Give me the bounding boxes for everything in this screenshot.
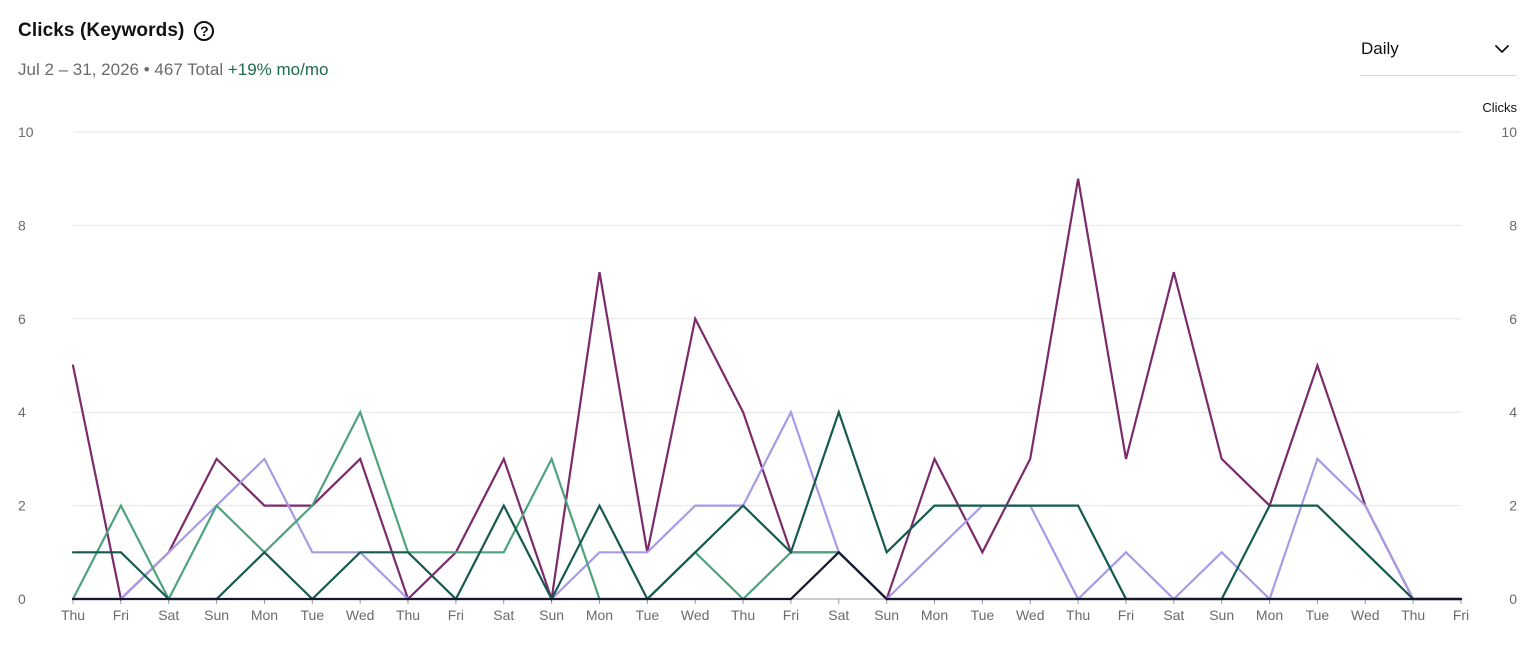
series-line-5: [71, 550, 1463, 601]
x-tick-label: Tue: [636, 607, 660, 623]
y-tick-label-right: 4: [1509, 404, 1517, 420]
granularity-dropdown[interactable]: Daily: [1360, 34, 1517, 76]
series-line-1: [71, 178, 1463, 602]
y-tick-label-right: 6: [1509, 311, 1517, 327]
x-tick-label: Fri: [1453, 607, 1469, 623]
x-tick-label: Thu: [1401, 607, 1425, 623]
x-tick-label: Fri: [448, 607, 464, 623]
x-tick-label: Sun: [874, 607, 899, 623]
y-tick-label-left: 4: [18, 404, 26, 420]
chart-header: Clicks (Keywords) ?: [18, 20, 215, 42]
x-tick-label: Tue: [971, 607, 995, 623]
x-tick-label: Sun: [204, 607, 229, 623]
y-tick-label-left: 8: [18, 217, 26, 233]
y-tick-label-right: 10: [1501, 124, 1517, 140]
separator-dot: •: [143, 60, 150, 79]
series-line-2: [71, 409, 1463, 602]
x-tick-label: Mon: [1256, 607, 1283, 623]
x-tick-label: Thu: [1066, 607, 1090, 623]
chevron-down-icon: [1495, 45, 1509, 53]
chart-title: Clicks (Keywords): [18, 20, 185, 41]
series-line-4: [71, 408, 1463, 602]
x-tick-label: Tue: [1306, 607, 1330, 623]
x-tick-label: Wed: [1016, 607, 1045, 623]
x-tick-label: Mon: [251, 607, 278, 623]
x-tick-label: Sat: [493, 607, 514, 623]
x-tick-label: Thu: [396, 607, 420, 623]
x-tick-label: Fri: [783, 607, 799, 623]
x-tick-label: Sat: [1163, 607, 1184, 623]
y-tick-label-right: 0: [1509, 591, 1517, 607]
granularity-value: Daily: [1361, 39, 1399, 58]
x-tick-label: Sun: [1209, 607, 1234, 623]
chart-summary: Jul 2 – 31, 2026 • 467 Total +19% mo/mo: [18, 60, 328, 80]
date-range: Jul 2 – 31, 2026: [18, 60, 139, 79]
right-axis-title: Clicks: [1482, 100, 1517, 115]
x-tick-label: Fri: [113, 607, 129, 623]
x-tick-label: Mon: [586, 607, 613, 623]
x-tick-label: Sat: [828, 607, 849, 623]
x-tick-label: Sun: [539, 607, 564, 623]
total-count: 467 Total: [154, 60, 224, 79]
y-tick-label-left: 10: [18, 124, 34, 140]
y-tick-label-right: 2: [1509, 498, 1517, 514]
growth-indicator: +19% mo/mo: [227, 60, 329, 79]
x-tick-label: Wed: [1351, 607, 1380, 623]
y-tick-label-right: 8: [1509, 217, 1517, 233]
y-tick-label-left: 6: [18, 311, 26, 327]
x-tick-label: Sat: [158, 607, 179, 623]
y-tick-label-left: 2: [18, 498, 26, 514]
x-tick-label: Thu: [61, 607, 85, 623]
help-icon[interactable]: ?: [194, 21, 215, 41]
x-tick-label: Wed: [346, 607, 375, 623]
x-tick-label: Wed: [681, 607, 710, 623]
x-tick-label: Mon: [921, 607, 948, 623]
x-tick-label: Fri: [1118, 607, 1134, 623]
x-tick-label: Thu: [731, 607, 755, 623]
y-tick-label-left: 0: [18, 591, 26, 607]
x-tick-label: Tue: [301, 607, 325, 623]
